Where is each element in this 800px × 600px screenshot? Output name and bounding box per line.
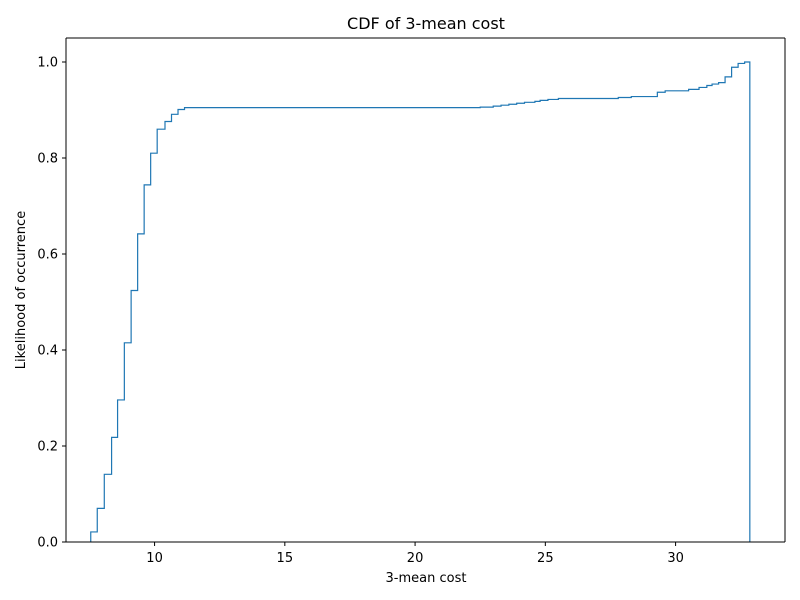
y-axis-label: Likelihood of occurrence xyxy=(14,211,29,369)
x-tick-label: 25 xyxy=(537,551,554,566)
x-tick-label: 30 xyxy=(667,551,684,566)
axes-background xyxy=(66,38,785,542)
axes-spines xyxy=(65,37,786,543)
cdf-step-line-0 xyxy=(90,61,751,542)
x-axis-label: 3-mean cost xyxy=(386,571,467,586)
x-tick-label: 10 xyxy=(146,551,163,566)
y-tick-label: 0.4 xyxy=(37,344,58,359)
series-layer xyxy=(90,61,751,542)
y-tick-label: 0.2 xyxy=(37,440,58,455)
chart-title: CDF of 3-mean cost xyxy=(347,14,505,33)
plot-area xyxy=(66,38,785,542)
y-tick-label: 1.0 xyxy=(37,56,58,71)
x-tick-label: 15 xyxy=(277,551,294,566)
y-tick-label: 0.8 xyxy=(37,152,58,167)
y-tick-label: 0.0 xyxy=(37,536,58,551)
x-tick-label: 20 xyxy=(407,551,424,566)
y-tick-label: 0.6 xyxy=(37,248,58,263)
ticks-layer: 10 15 20 25 30 0.0 0.2 0.4 0.6 0.8 1.0 xyxy=(37,56,684,567)
